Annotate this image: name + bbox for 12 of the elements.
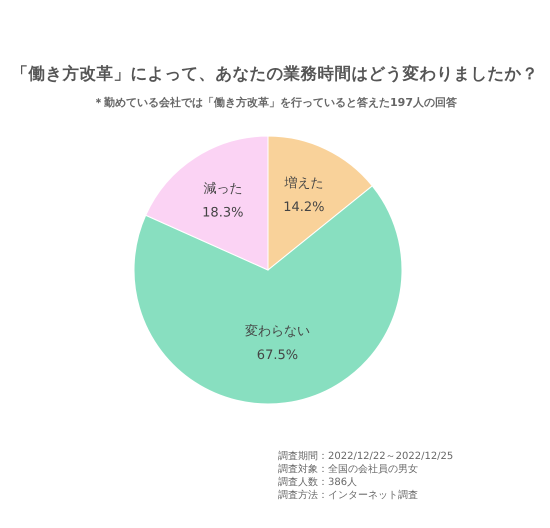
slice-label: 増えた xyxy=(283,175,324,192)
text: 調査人数：386人 xyxy=(278,476,358,488)
text: 調査方法：インターネット調査 xyxy=(278,489,418,501)
text: 調査対象：全国の会社員の男女 xyxy=(278,463,418,475)
slice-label: 減った xyxy=(203,181,242,196)
text: 調査期間：2022/12/22～2022/12/25 xyxy=(278,450,454,462)
data-label: 67.5% xyxy=(256,348,298,364)
chart-title: 「働き方改革」によって、あなたの業務時間はどう変わりましたか？ xyxy=(12,64,538,83)
chart-subtitle: ＊勤めている会社では「働き方改革」を行っていると答えた197人の回答 xyxy=(93,96,458,109)
data-label: 18.3% xyxy=(202,205,244,220)
slice-label: 変わらない xyxy=(244,323,310,340)
data-label: 14.2% xyxy=(283,200,324,216)
